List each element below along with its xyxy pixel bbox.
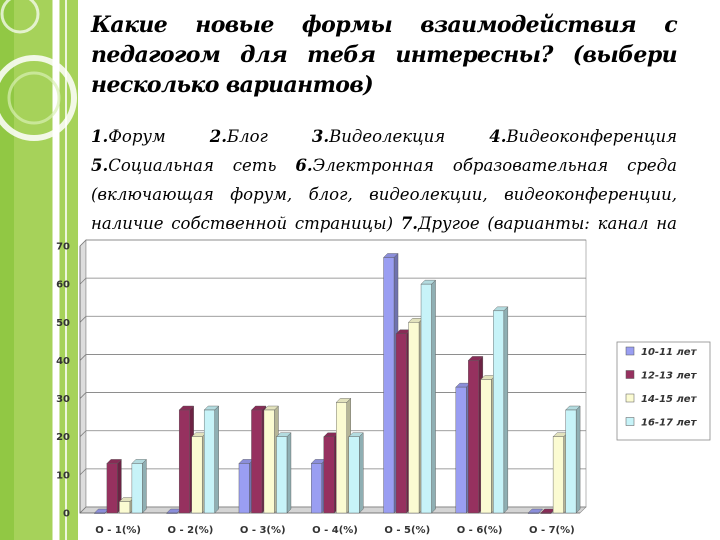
option-1-number: 1. [91,127,109,146]
legend-box [616,341,711,441]
bar-4-series-1 [310,458,327,514]
gridline-10 [79,468,586,476]
bar-5-series-4 [420,279,437,514]
bar-4-series-3 [335,397,352,514]
bar-6-series-4 [492,306,509,514]
gridline-40 [79,354,586,361]
legend-swatch-2 [625,370,635,379]
x-tick-label-7: О - 7(%) [529,525,575,536]
slide-title: Какие новые формы взаимодействия с педаг… [91,12,678,98]
gridline-0 [79,506,586,514]
bar-7-series-4 [565,405,581,514]
x-tick-label-3: О - 3(%) [240,525,286,536]
x-tick-label-5: О - 5(%) [384,525,430,536]
bar-3-series-4 [275,432,292,514]
option-5-text: Социальная сеть [108,156,277,175]
legend-label-4: 16-17 лет [641,418,698,429]
gridline-30 [79,392,586,399]
bar-3-series-1 [238,458,254,514]
bar-4-series-4 [348,432,364,514]
option-4-text: Видеоконференция [506,127,678,146]
bar-5-series-3 [408,317,424,514]
legend-label-2: 12-13 лет [641,371,698,382]
bar-1-series-4 [131,458,147,514]
bar-2-series-4 [203,405,220,514]
options-text: 1.Форум 2.Блог 3.Видеолекция 4.Видеоконф… [91,122,677,267]
bar-1-series-2 [106,458,122,514]
x-tick-label-4: О - 4(%) [312,525,358,536]
bar-1-series-1 [93,508,110,514]
bar-3-series-3 [263,405,279,514]
bar-5-series-1 [383,252,399,514]
option-6-number: 6. [295,156,313,175]
legend-label-1: 10-11 лет [641,347,698,358]
option-6-text: Электронная образовательная среда (включ… [91,156,677,233]
x-tick-label-2: О - 2(%) [168,525,214,536]
option-3-text: Видеолекция [329,127,446,146]
decor-ring-small [7,71,61,125]
green-sidebar-stripe [0,0,14,540]
bar-4-series-2 [323,432,339,514]
plot-floor [79,506,587,514]
green-decoration [0,0,78,540]
legend-label-3: 14-15 лет [641,394,698,405]
bar-2-series-1 [166,508,182,514]
bar-1-series-3 [118,497,135,514]
bar-7-series-3 [552,432,569,514]
plot-back-wall [85,239,587,508]
bar-3-series-2 [250,405,267,514]
decor-ring-top [0,0,40,34]
option-2-number: 2. [209,127,227,146]
option-3-number: 3. [311,127,330,146]
x-tick-label-6: О - 6(%) [457,525,503,536]
bar-2-series-3 [191,432,207,514]
legend-swatch-1 [625,346,635,356]
plot-side-wall [79,239,87,514]
x-tick-label-1: О - 1(%) [95,525,141,536]
bar-7-series-1 [527,508,544,514]
gridline-20 [79,430,586,437]
gridline-60 [79,277,586,285]
bar-5-series-2 [395,329,412,514]
option-5-number: 5. [91,156,109,175]
gridline-50 [79,315,586,323]
legend-swatch-4 [625,417,635,426]
option-7-number: 7. [400,214,419,233]
legend-swatch-3 [625,393,635,403]
bar-6-series-3 [480,375,496,514]
bar-6-series-1 [455,382,471,514]
option-4-number: 4. [489,127,507,146]
bar-6-series-2 [467,355,484,514]
bar-7-series-2 [540,508,556,514]
decor-ring-large [0,55,77,141]
bar-2-series-2 [178,405,195,514]
option-2-text: Блог [226,127,268,146]
option-1-text: Форум [108,127,166,146]
